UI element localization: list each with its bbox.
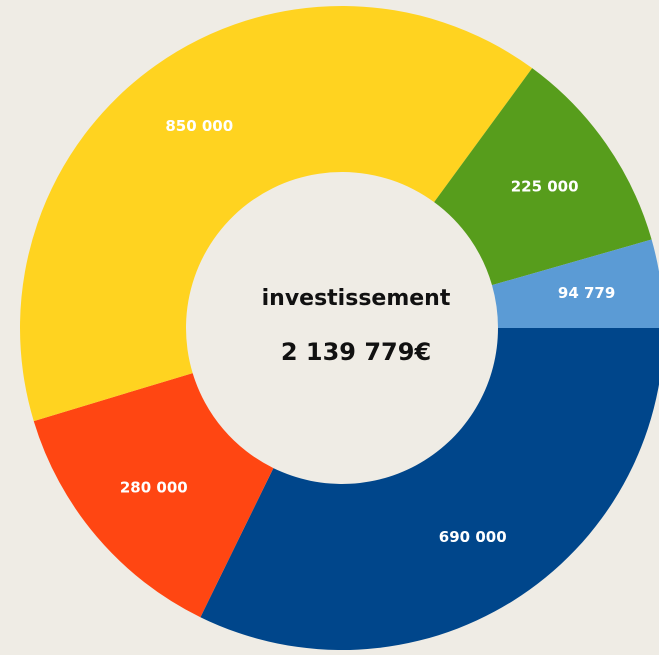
value-label: 850 000 <box>165 117 233 135</box>
value-label: 225 000 <box>511 177 579 195</box>
slice <box>19 5 533 422</box>
value-label: 280 000 <box>120 478 188 496</box>
slices <box>19 5 659 650</box>
slice <box>33 373 274 618</box>
center-title: investissement <box>262 286 451 311</box>
center-value: 2 139 779€ <box>281 338 431 366</box>
value-label: 94 779 <box>558 284 615 302</box>
value-label: 690 000 <box>439 528 507 546</box>
slice <box>434 68 652 286</box>
slice <box>491 239 659 328</box>
slice <box>200 328 659 650</box>
